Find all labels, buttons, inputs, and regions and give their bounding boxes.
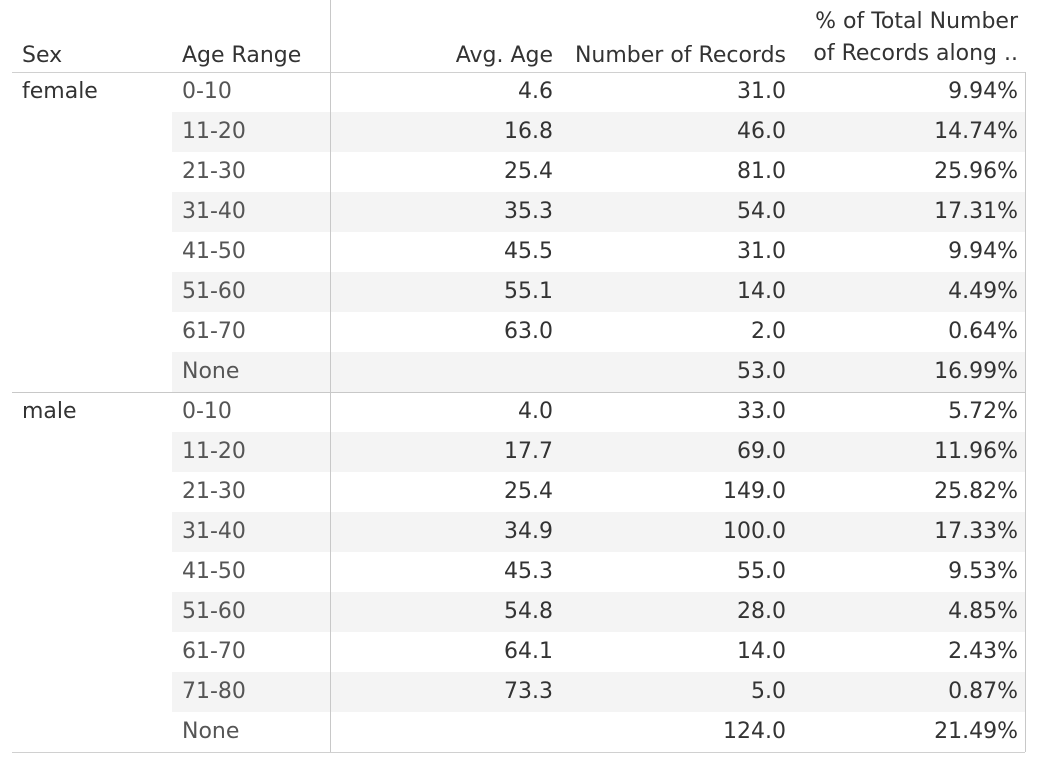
table-row xyxy=(172,112,1025,152)
avg-age-cell[interactable]: 73.3 xyxy=(504,679,553,704)
header-pct-total-line2[interactable]: of Records along .. xyxy=(813,41,1018,66)
number-of-records-cell[interactable]: 46.0 xyxy=(737,119,786,144)
number-of-records-cell[interactable]: 54.0 xyxy=(737,199,786,224)
table-row xyxy=(172,192,1025,232)
pct-total-cell[interactable]: 16.99% xyxy=(934,359,1018,384)
header-age-range[interactable]: Age Range xyxy=(182,43,302,68)
table-right-border xyxy=(1025,72,1026,752)
avg-age-cell[interactable]: 55.1 xyxy=(504,279,553,304)
number-of-records-cell[interactable]: 81.0 xyxy=(737,159,786,184)
age-range-cell[interactable]: 41-50 xyxy=(182,559,246,584)
header-divider xyxy=(12,72,1025,73)
age-range-cell[interactable]: 11-20 xyxy=(182,119,246,144)
number-of-records-cell[interactable]: 5.0 xyxy=(751,679,786,704)
age-range-cell[interactable]: 71-80 xyxy=(182,679,246,704)
age-range-cell[interactable]: 21-30 xyxy=(182,479,246,504)
number-of-records-cell[interactable]: 31.0 xyxy=(737,239,786,264)
pct-total-cell[interactable]: 4.85% xyxy=(948,599,1018,624)
table-row xyxy=(172,432,1025,472)
table-row xyxy=(172,592,1025,632)
age-range-cell[interactable]: 61-70 xyxy=(182,639,246,664)
avg-age-cell[interactable]: 54.8 xyxy=(504,599,553,624)
pct-total-cell[interactable]: 21.49% xyxy=(934,719,1018,744)
number-of-records-cell[interactable]: 124.0 xyxy=(723,719,786,744)
table-row xyxy=(172,672,1025,712)
age-range-cell[interactable]: 0-10 xyxy=(182,399,232,424)
pct-total-cell[interactable]: 25.82% xyxy=(934,479,1018,504)
avg-age-cell[interactable]: 64.1 xyxy=(504,639,553,664)
number-of-records-cell[interactable]: 31.0 xyxy=(737,79,786,104)
header-sex[interactable]: Sex xyxy=(22,43,63,68)
age-range-cell[interactable]: None xyxy=(182,359,240,384)
age-range-cell[interactable]: 11-20 xyxy=(182,439,246,464)
age-range-cell[interactable]: 31-40 xyxy=(182,519,246,544)
table-row xyxy=(172,272,1025,312)
number-of-records-cell[interactable]: 33.0 xyxy=(737,399,786,424)
avg-age-cell[interactable]: 16.8 xyxy=(504,119,553,144)
age-range-cell[interactable]: 51-60 xyxy=(182,279,246,304)
age-range-cell[interactable]: 0-10 xyxy=(182,79,232,104)
number-of-records-cell[interactable]: 14.0 xyxy=(737,279,786,304)
age-range-cell[interactable]: 61-70 xyxy=(182,319,246,344)
pct-total-cell[interactable]: 2.43% xyxy=(948,639,1018,664)
column-divider-dimensions xyxy=(330,0,331,752)
row-header-sex[interactable]: male xyxy=(22,399,77,424)
pct-total-cell[interactable]: 25.96% xyxy=(934,159,1018,184)
avg-age-cell[interactable]: 4.0 xyxy=(518,399,553,424)
pct-total-cell[interactable]: 4.49% xyxy=(948,279,1018,304)
avg-age-cell[interactable]: 25.4 xyxy=(504,479,553,504)
age-range-cell[interactable]: 41-50 xyxy=(182,239,246,264)
age-range-cell[interactable]: None xyxy=(182,719,240,744)
avg-age-cell[interactable]: 25.4 xyxy=(504,159,553,184)
avg-age-cell[interactable]: 45.3 xyxy=(504,559,553,584)
pct-total-cell[interactable]: 0.64% xyxy=(948,319,1018,344)
avg-age-cell[interactable]: 17.7 xyxy=(504,439,553,464)
avg-age-cell[interactable]: 4.6 xyxy=(518,79,553,104)
table-row xyxy=(172,512,1025,552)
group-divider xyxy=(12,392,1025,393)
pct-total-cell[interactable]: 11.96% xyxy=(934,439,1018,464)
table-bottom-border xyxy=(12,752,1025,753)
pct-total-cell[interactable]: 5.72% xyxy=(948,399,1018,424)
header-avg-age[interactable]: Avg. Age xyxy=(455,43,553,68)
pct-total-cell[interactable]: 9.94% xyxy=(948,239,1018,264)
avg-age-cell[interactable]: 63.0 xyxy=(504,319,553,344)
age-range-cell[interactable]: 21-30 xyxy=(182,159,246,184)
header-pct-total-line1[interactable]: % of Total Number xyxy=(815,9,1018,34)
age-range-cell[interactable]: 51-60 xyxy=(182,599,246,624)
number-of-records-cell[interactable]: 28.0 xyxy=(737,599,786,624)
avg-age-cell[interactable]: 35.3 xyxy=(504,199,553,224)
pct-total-cell[interactable]: 14.74% xyxy=(934,119,1018,144)
avg-age-cell[interactable]: 45.5 xyxy=(504,239,553,264)
number-of-records-cell[interactable]: 69.0 xyxy=(737,439,786,464)
number-of-records-cell[interactable]: 53.0 xyxy=(737,359,786,384)
number-of-records-cell[interactable]: 149.0 xyxy=(723,479,786,504)
pct-total-cell[interactable]: 0.87% xyxy=(948,679,1018,704)
pct-total-cell[interactable]: 9.94% xyxy=(948,79,1018,104)
number-of-records-cell[interactable]: 2.0 xyxy=(751,319,786,344)
number-of-records-cell[interactable]: 55.0 xyxy=(737,559,786,584)
row-header-sex[interactable]: female xyxy=(22,79,98,104)
table-row xyxy=(172,352,1025,392)
pct-total-cell[interactable]: 17.31% xyxy=(934,199,1018,224)
number-of-records-cell[interactable]: 14.0 xyxy=(737,639,786,664)
pct-total-cell[interactable]: 9.53% xyxy=(948,559,1018,584)
header-number-of-records[interactable]: Number of Records xyxy=(574,43,786,68)
age-range-cell[interactable]: 31-40 xyxy=(182,199,246,224)
avg-age-cell[interactable]: 34.9 xyxy=(504,519,553,544)
number-of-records-cell[interactable]: 100.0 xyxy=(723,519,786,544)
pct-total-cell[interactable]: 17.33% xyxy=(934,519,1018,544)
